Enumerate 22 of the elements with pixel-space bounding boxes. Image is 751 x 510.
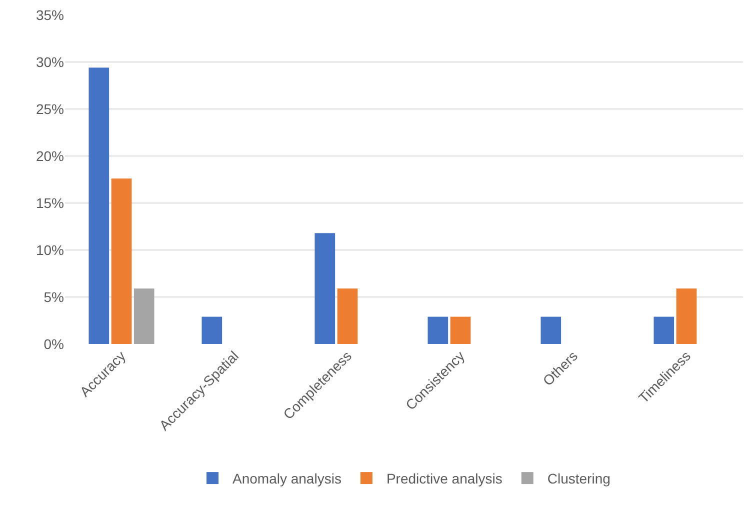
bar [88, 68, 110, 344]
y-tick-label: 25% [36, 100, 64, 117]
y-tick-label: 35% [36, 6, 64, 23]
bar [111, 178, 132, 344]
y-tick-label: 20% [36, 148, 64, 164]
legend-label: Predictive analysis [386, 470, 502, 486]
bar [540, 316, 562, 344]
bar [676, 288, 697, 344]
bar [654, 316, 674, 344]
y-tick-label: 15% [36, 194, 64, 211]
y-tick-label: 30% [36, 54, 64, 70]
y-tick-label: 0% [44, 336, 64, 352]
bar [428, 316, 448, 344]
bar [337, 288, 358, 344]
bar [134, 288, 154, 344]
legend-label: Clustering [547, 470, 610, 486]
y-tick-label: 10% [36, 242, 64, 258]
bar [202, 316, 222, 344]
bar [314, 233, 336, 344]
bar [450, 316, 471, 344]
legend-label: Anomaly analysis [232, 470, 342, 486]
y-tick-label: 5% [44, 288, 64, 305]
